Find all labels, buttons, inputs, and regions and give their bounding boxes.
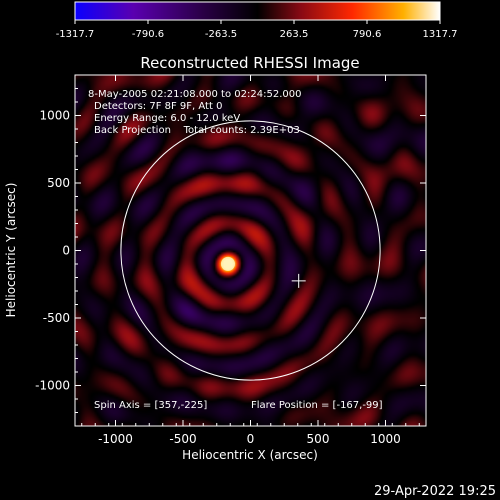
y-tick-label: 0 [62, 244, 70, 258]
y-tick-label: 1000 [39, 109, 70, 123]
heatmap-raster [75, 75, 426, 426]
spin-axis-marker [291, 273, 306, 288]
chart-title: Reconstructed RHESSI Image [140, 54, 359, 72]
colorbar-tick-label: 263.5 [280, 29, 309, 40]
x-tick-label: -1000 [98, 432, 133, 446]
timestamp: 29-Apr-2022 19:25 [374, 484, 496, 499]
flare-position-label: Flare Position = [-167,-99] [251, 400, 383, 411]
x-tick-label: 500 [307, 432, 330, 446]
annotation-time: 8-May-2005 02:21:08.000 to 02:24:52.000 [88, 89, 301, 100]
y-tick-label: -1000 [35, 379, 70, 393]
annotation-block: 8-May-2005 02:21:08.000 to 02:24:52.000 … [88, 89, 301, 136]
axis-ticks: -1000 -500 0 500 1000 -1000 -500 0 500 1000 [35, 75, 426, 446]
colorbar-tick-label: -263.5 [205, 29, 237, 40]
spin-axis-label: Spin Axis = [357,-225] [94, 400, 207, 411]
colorbar-tick-label: -790.6 [132, 29, 164, 40]
colorbar-tick-label: 790.6 [353, 29, 382, 40]
y-tick-label: 500 [47, 176, 70, 190]
flare-source-peak [220, 256, 235, 271]
x-tick-label: 1000 [370, 432, 401, 446]
annotation-energy: Energy Range: 6.0 - 12.0 keV [94, 113, 240, 124]
y-axis-label: Heliocentric Y (arcsec) [4, 183, 18, 318]
solar-disk-outline [120, 120, 381, 381]
x-axis-label: Heliocentric X (arcsec) [182, 448, 318, 462]
colorbar-tick-label: -1317.7 [56, 29, 95, 40]
x-tick-label: -500 [169, 432, 196, 446]
colorbar-tick-label: 1317.7 [423, 29, 458, 40]
annotation-method: Back Projection Total counts: 2.39E+03 [94, 125, 300, 136]
x-tick-label: 0 [247, 432, 255, 446]
colorbar [74, 1, 441, 21]
y-tick-label: -500 [43, 311, 70, 325]
heatmap-image [75, 75, 426, 426]
colorbar-ticks: -1317.7 -790.6 -263.5 263.5 790.6 1317.7 [56, 20, 458, 40]
annotation-detectors: Detectors: 7F 8F 9F, Att 0 [94, 101, 222, 112]
